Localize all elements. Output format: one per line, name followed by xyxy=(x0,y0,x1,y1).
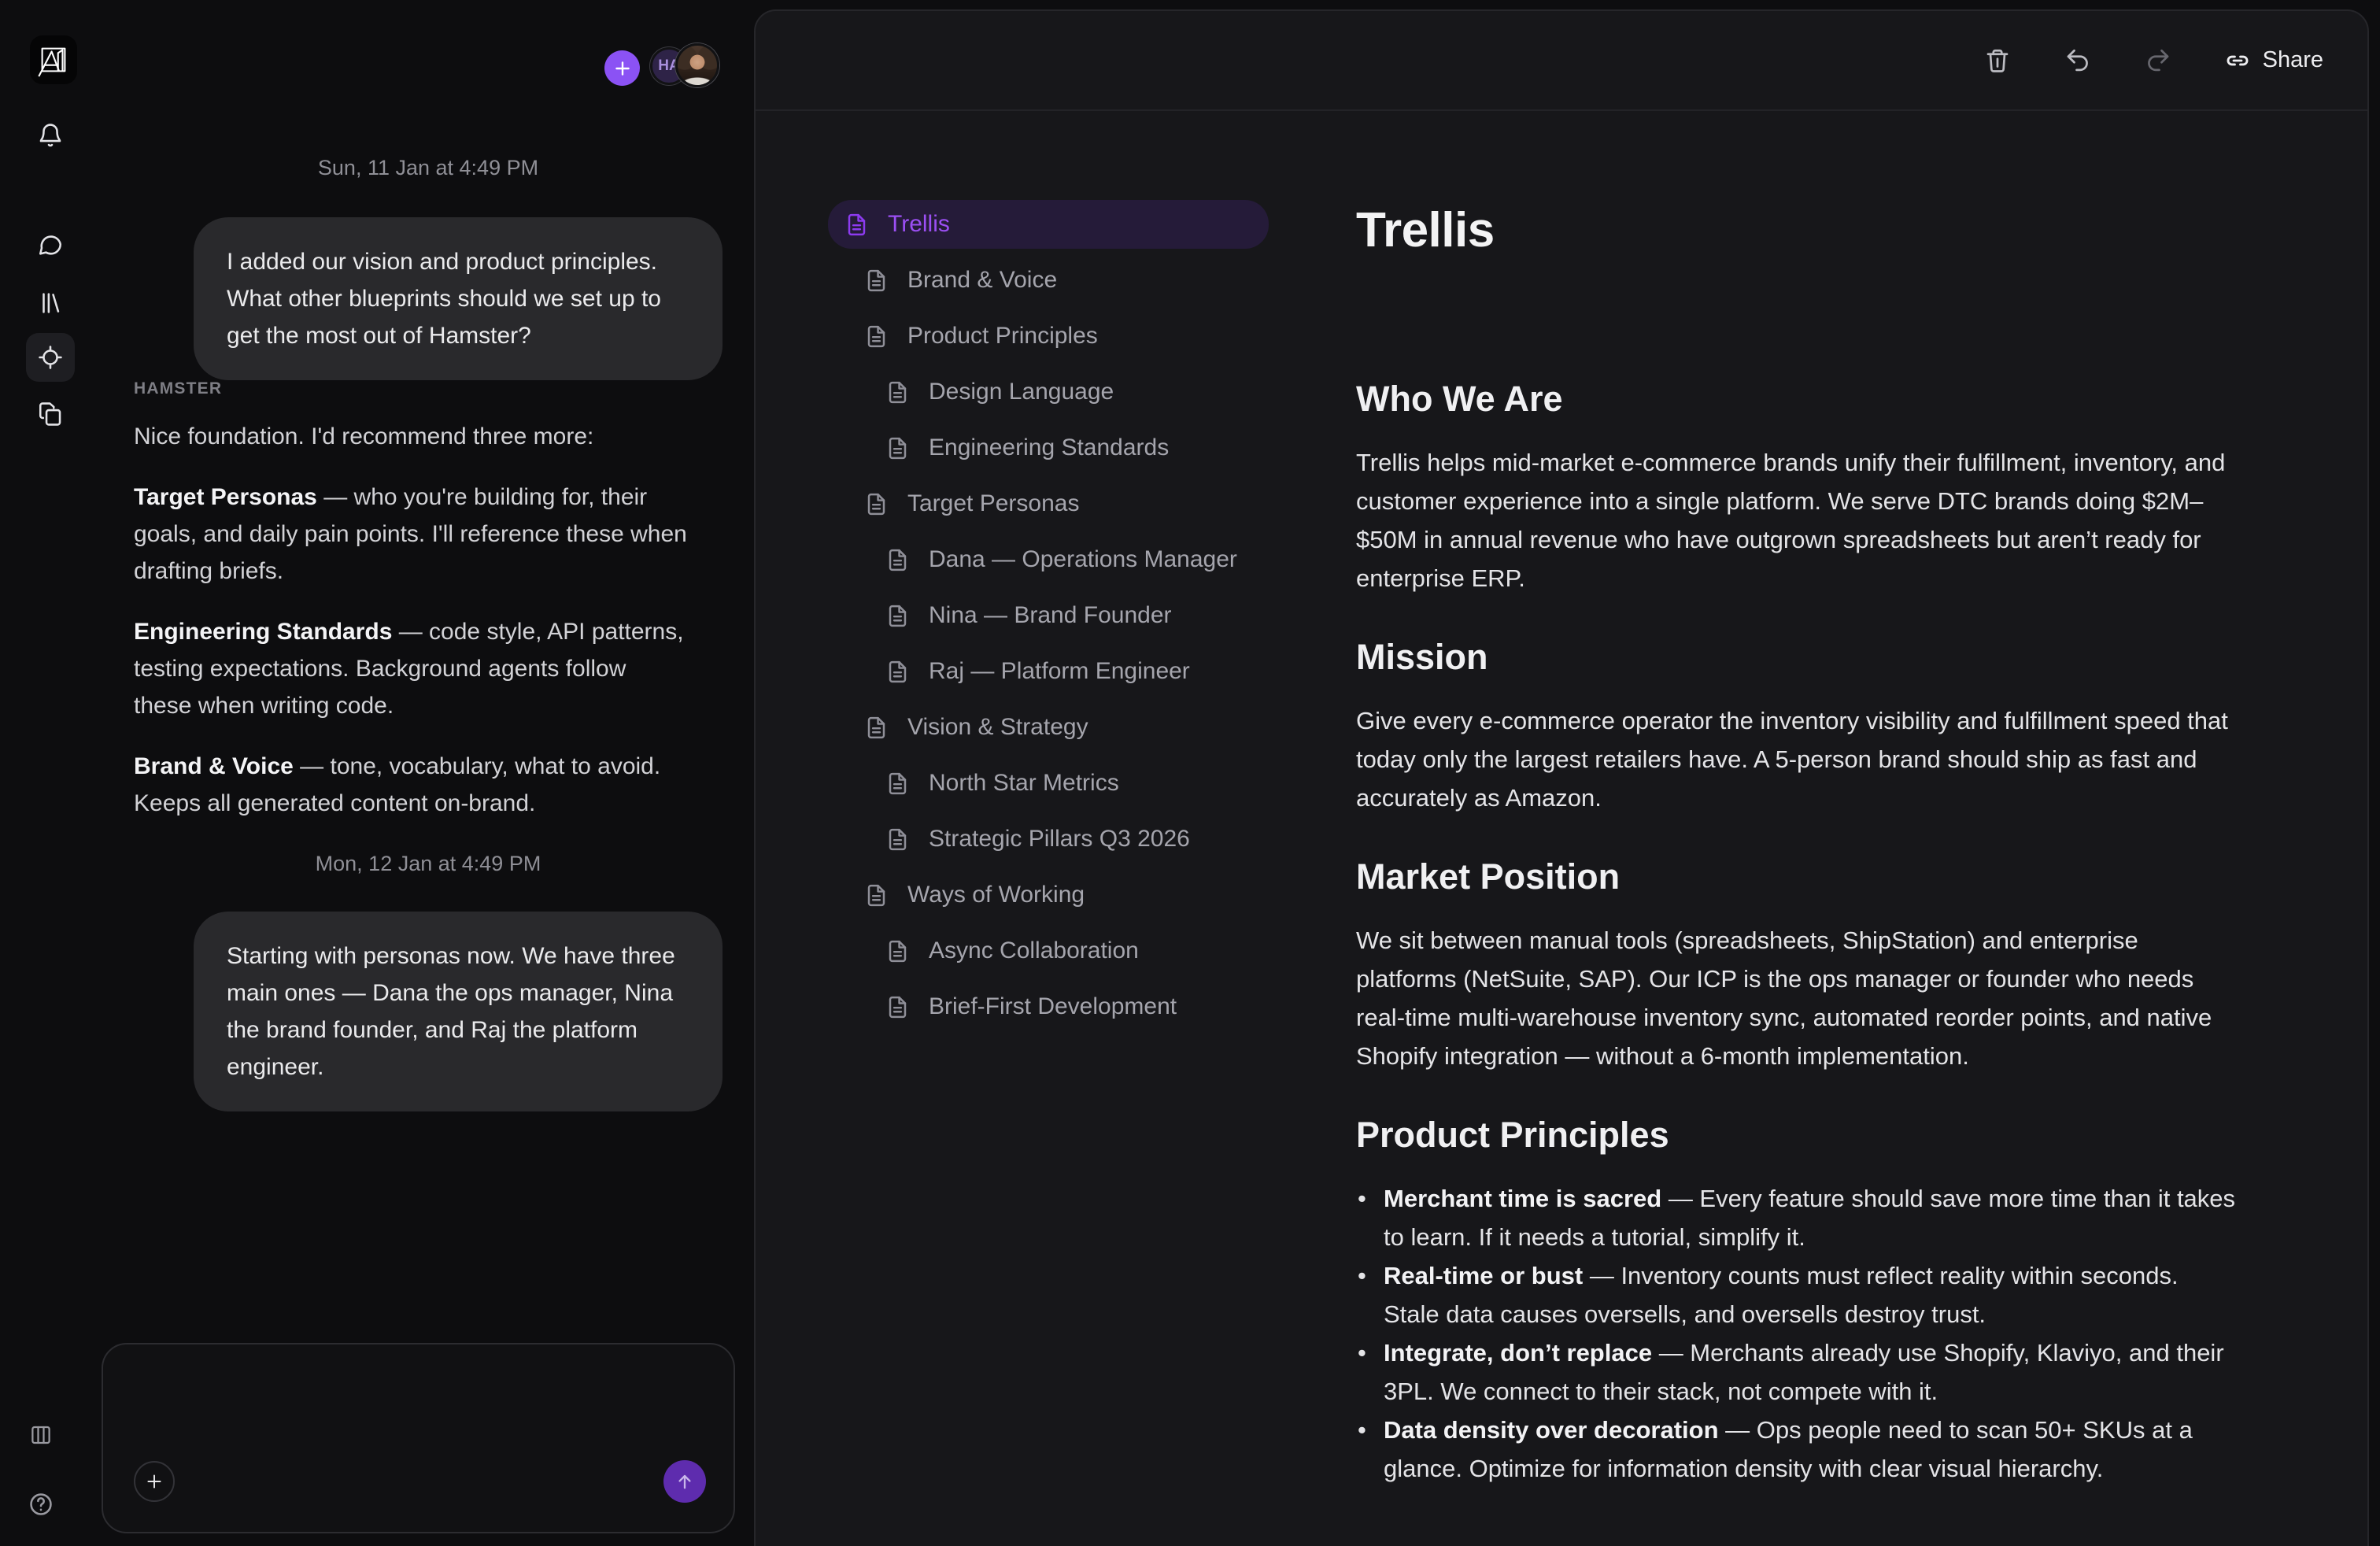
tree-item-design-language[interactable]: Design Language xyxy=(828,368,1269,416)
chat-thread: Sun, 11 Jan at 4:49 PM I added our visio… xyxy=(134,0,722,1546)
new-chat-button[interactable] xyxy=(604,50,640,86)
document-icon xyxy=(863,268,889,294)
tree-item-engineering-standards[interactable]: Engineering Standards xyxy=(828,423,1269,472)
section-heading: Mission xyxy=(1356,637,1488,677)
document-icon xyxy=(885,771,911,797)
tree-item-raj[interactable]: Raj — Platform Engineer xyxy=(828,647,1269,696)
principle-item: • Integrate, don’t replace — Merchants al… xyxy=(1358,1339,2224,1405)
help-button[interactable] xyxy=(28,1491,54,1518)
library-button[interactable] xyxy=(37,290,64,316)
pages-button[interactable] xyxy=(37,401,64,427)
library-icon xyxy=(42,293,60,313)
arrow-up-icon xyxy=(678,1474,691,1489)
user-message: Starting with personas now. We have thre… xyxy=(194,912,722,1111)
section-heading: Product Principles xyxy=(1356,1115,1669,1155)
tree-item-north-star-metrics[interactable]: North Star Metrics xyxy=(828,759,1269,808)
link-icon xyxy=(2227,55,2248,65)
redo-icon xyxy=(2147,49,2168,71)
principles-list: • Merchant time is sacred — Every feature… xyxy=(1356,1179,2239,1488)
send-button[interactable] xyxy=(663,1460,706,1503)
share-label: Share xyxy=(2262,47,2323,72)
tree-item-vision-strategy[interactable]: Vision & Strategy xyxy=(828,703,1269,752)
tree-item-ways-of-working[interactable]: Ways of Working xyxy=(828,871,1269,919)
app-logo[interactable] xyxy=(30,35,77,84)
columns-icon xyxy=(31,1426,50,1444)
attach-button[interactable] xyxy=(134,1461,175,1502)
help-circle-icon xyxy=(30,1493,52,1515)
date-separator: Mon, 12 Jan at 4:49 PM xyxy=(315,852,541,875)
left-sidebar xyxy=(0,0,102,1546)
document-icon xyxy=(885,547,911,573)
workspace-initials: HA xyxy=(658,57,680,74)
document-tree: Trellis Brand & Voice Product Principles… xyxy=(828,200,1269,1038)
document-icon xyxy=(885,379,911,405)
assistant-paragraph: Target Personas — who you're building fo… xyxy=(134,484,687,584)
delete-button[interactable] xyxy=(1983,46,2012,75)
trash-icon xyxy=(1986,49,2008,72)
document-icon xyxy=(863,324,889,350)
document-icon xyxy=(885,435,911,461)
principle-item: • Real-time or bust — Inventory counts mu… xyxy=(1358,1262,2179,1328)
chat-bubble-icon xyxy=(39,235,62,255)
undo-icon xyxy=(2067,49,2088,71)
section-paragraph: Give every e-commerce operator the inven… xyxy=(1356,707,2228,812)
assistant-paragraph: Brand & Voice — tone, vocabulary, what t… xyxy=(134,753,661,816)
active-nav-highlight xyxy=(26,333,75,382)
tree-item-trellis[interactable]: Trellis xyxy=(828,200,1269,249)
document-icon xyxy=(844,212,870,238)
bell-icon xyxy=(39,124,61,147)
section-heading: Who We Are xyxy=(1356,379,1563,419)
document-icon xyxy=(863,882,889,908)
document-icon xyxy=(885,659,911,685)
document-icon xyxy=(885,827,911,853)
notifications-button[interactable] xyxy=(37,122,64,149)
document-toolbar: Share xyxy=(756,11,2367,111)
user-avatar[interactable] xyxy=(675,43,719,87)
redo-button[interactable] xyxy=(2144,46,2172,75)
copy-pages-icon xyxy=(39,402,61,426)
document-icon xyxy=(885,603,911,629)
assistant-name-label: HAMSTER xyxy=(134,379,223,398)
share-button[interactable]: Share xyxy=(2224,47,2323,74)
section-heading: Market Position xyxy=(1356,856,1621,897)
plus-icon xyxy=(615,61,630,76)
crosshair-target-icon xyxy=(39,346,62,369)
blueprint-panel: Share Trellis Brand & Voice Product Prin… xyxy=(754,9,2369,1546)
document-title: Trellis xyxy=(1356,203,1495,257)
principle-item: • Data density over decoration — Ops peop… xyxy=(1358,1416,2193,1482)
undo-button[interactable] xyxy=(2064,46,2092,75)
message-composer[interactable] xyxy=(102,1343,735,1533)
plus-icon xyxy=(147,1474,161,1489)
toggle-panels-button[interactable] xyxy=(29,1423,53,1447)
tree-item-brand-voice[interactable]: Brand & Voice xyxy=(828,256,1269,305)
chats-button[interactable] xyxy=(37,231,64,258)
tree-item-dana[interactable]: Dana — Operations Manager xyxy=(828,535,1269,584)
document-content[interactable]: Trellis Who We Are Trellis helps mid-mar… xyxy=(1356,202,2239,1488)
tree-item-strategic-pillars[interactable]: Strategic Pillars Q3 2026 xyxy=(828,815,1269,864)
assistant-paragraph: Nice foundation. I'd recommend three mor… xyxy=(134,423,594,449)
blueprints-button-active[interactable] xyxy=(37,344,64,371)
assistant-paragraph: Engineering Standards — code style, API … xyxy=(134,619,684,719)
assistant-message: Nice foundation. I'd recommend three mor… xyxy=(134,418,689,845)
tree-item-product-principles[interactable]: Product Principles xyxy=(828,312,1269,361)
principle-item: • Merchant time is sacred — Every feature… xyxy=(1358,1185,2236,1251)
tree-item-target-personas[interactable]: Target Personas xyxy=(828,479,1269,528)
section-paragraph: Trellis helps mid-market e-commerce bran… xyxy=(1356,449,2226,592)
chat-header: HA xyxy=(0,0,2380,110)
date-separator: Sun, 11 Jan at 4:49 PM xyxy=(317,156,539,179)
tree-item-nina[interactable]: Nina — Brand Founder xyxy=(828,591,1269,640)
document-icon xyxy=(885,938,911,964)
section-paragraph: We sit between manual tools (spreadsheet… xyxy=(1356,926,2212,1070)
document-icon xyxy=(885,994,911,1020)
tree-item-brief-first-development[interactable]: Brief-First Development xyxy=(828,982,1269,1031)
logo-mark-icon xyxy=(38,47,66,77)
document-icon xyxy=(863,491,889,517)
tree-item-async-collaboration[interactable]: Async Collaboration xyxy=(828,926,1269,975)
document-icon xyxy=(863,715,889,741)
user-message: I added our vision and product principle… xyxy=(194,217,722,380)
